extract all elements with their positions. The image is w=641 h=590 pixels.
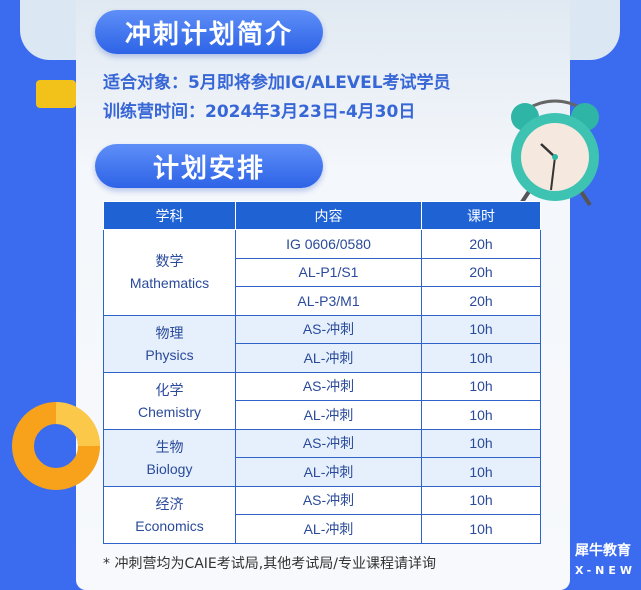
table-row: 经济 Economics AS-冲刺 10h: [103, 485, 541, 544]
content-cell: AS-冲刺: [235, 314, 422, 344]
content-cell: AL-冲刺: [235, 343, 422, 373]
content-cell: AS-冲刺: [235, 428, 422, 458]
decor-book: [36, 80, 76, 108]
table-row: AL-冲刺 10h: [104, 457, 541, 487]
header-subject: 学科: [103, 201, 236, 230]
subject-en: Physics: [145, 346, 194, 363]
hours-cell: 20h: [421, 229, 541, 259]
hours-cell: 10h: [421, 371, 541, 401]
footnote: * 冲刺营均为CAIE考试局,其他考试局/专业课程请详询: [103, 556, 436, 572]
table-row: AL-P3/M1 20h: [104, 286, 541, 316]
table-row: AL-冲刺 10h: [104, 514, 541, 544]
table-row: 数学 Mathematics IG 0606/0580 20h: [103, 229, 541, 316]
table-row: 化学 Chemistry AS-冲刺 10h: [103, 371, 541, 430]
hours-cell: 10h: [421, 485, 541, 515]
hours-cell: 10h: [421, 514, 541, 544]
header-content: 内容: [235, 201, 422, 230]
content-cell: AS-冲刺: [235, 371, 422, 401]
content-cell: IG 0606/0580: [235, 229, 422, 259]
table-row: AL-冲刺 10h: [104, 400, 541, 430]
target-audience: 适合对象：5月即将参加IG/ALEVEL考试学员: [103, 73, 451, 93]
subject-cell: 化学 Chemistry: [103, 371, 236, 430]
hours-cell: 10h: [421, 428, 541, 458]
logo-en: X-NEW: [575, 564, 637, 577]
subject-cn: 生物: [155, 438, 184, 455]
table-row: 生物 Biology AS-冲刺 10h: [103, 428, 541, 487]
hours-cell: 10h: [421, 314, 541, 344]
logo-cn: 犀牛教育: [575, 543, 631, 559]
hours-cell: 20h: [421, 286, 541, 316]
content-cell: AS-冲刺: [235, 485, 422, 515]
hours-cell: 10h: [421, 400, 541, 430]
content-cell: AL-冲刺: [235, 400, 422, 430]
subject-cell: 经济 Economics: [103, 485, 236, 544]
content-cell: AL-冲刺: [235, 457, 422, 487]
alarm-clock-icon: [511, 99, 599, 207]
subject-cn: 数学: [155, 253, 184, 270]
subject-cell: 生物 Biology: [103, 428, 236, 487]
table-row: AL-冲刺 10h: [104, 343, 541, 373]
content-cell: AL-P1/S1: [235, 257, 422, 287]
subject-cn: 经济: [155, 495, 184, 512]
hours-cell: 20h: [421, 257, 541, 287]
plan-title: 计划安排: [95, 144, 323, 188]
decor-ring-icon: [12, 402, 100, 490]
table-row: AL-P1/S1 20h: [104, 257, 541, 287]
subject-cn: 物理: [155, 324, 184, 341]
schedule-table: 学科 内容 课时 数学 Mathematics IG 0606/0580 20h AL-…: [103, 201, 541, 544]
subject-cell: 数学 Mathematics: [103, 229, 236, 316]
subject-en: Mathematics: [129, 275, 210, 292]
subject-cell: 物理 Physics: [103, 314, 236, 373]
subject-en: Chemistry: [137, 403, 201, 420]
hours-cell: 10h: [421, 343, 541, 373]
brand-logo: 犀牛教育 X-NEW: [575, 540, 636, 577]
subject-en: Economics: [135, 517, 204, 534]
camp-time: 训练营时间：2024年3月23日-4月30日: [103, 102, 416, 122]
content-cell: AL-P3/M1: [235, 286, 422, 316]
content-cell: AL-冲刺: [235, 514, 422, 544]
subject-en: Biology: [146, 460, 193, 477]
hours-cell: 10h: [421, 457, 541, 487]
subject-cn: 化学: [155, 381, 184, 398]
header-hours: 课时: [421, 201, 541, 230]
table-row: 物理 Physics AS-冲刺 10h: [103, 314, 541, 373]
intro-title: 冲刺计划简介: [95, 10, 323, 54]
